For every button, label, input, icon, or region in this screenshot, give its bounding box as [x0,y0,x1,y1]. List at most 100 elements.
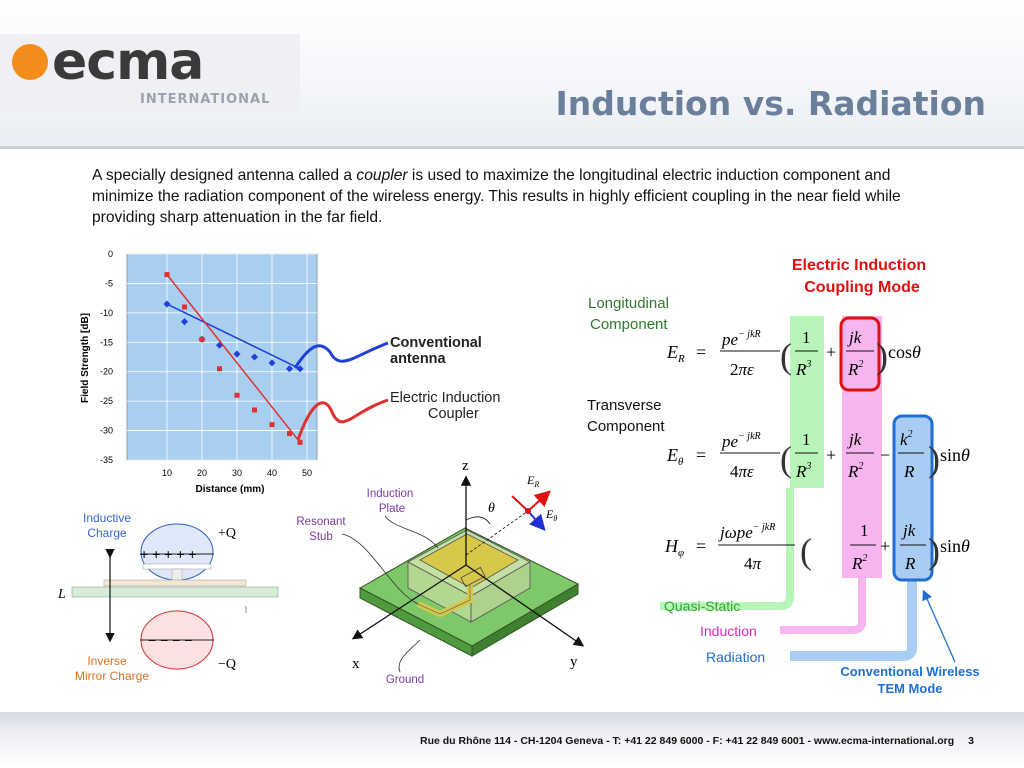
ground-label: Ground [386,674,424,686]
y-tick-label: -25 [100,396,113,406]
svg-text:4πε: 4πε [730,462,754,481]
tem-arrow [922,589,956,663]
stub-leader [341,533,419,605]
ground-leader [398,639,421,673]
footer-band [0,712,1024,768]
theta-arc [465,516,491,525]
svg-text:sinθ: sinθ [940,536,970,556]
intro-text-italic: coupler [356,167,408,184]
observation-point [525,508,531,514]
svg-text:+: + [826,342,836,362]
transverse-label-2: Component [587,418,665,435]
length-label: L [57,587,66,602]
box-front-right [470,561,531,623]
coupler-diagram: z x y θ ER Eθ Induction Plate Resonant S… [296,458,585,686]
equation-e-theta: Eθ = pe− jkR 4πε ( 1 R3 + jk R2 − k2 R )… [666,429,970,481]
e-r-label: ER [526,473,539,489]
svg-text:−: − [880,445,890,465]
field-strength-chart: 0 -5 -10 -15 -20 -25 -30 -35 10 20 30 40 50 Field S… [80,249,500,495]
y-axis-label: Field Strength [dB] [80,313,91,403]
tem-label-1: Conventional Wireless [840,664,979,679]
minus-q-label: −Q [218,657,236,672]
transverse-label-1: Transverse [587,397,661,414]
plus-q-label: +Q [218,526,236,541]
feed-slot [460,566,486,588]
series-fit-line-1 [166,274,301,443]
upper-plate [142,563,212,570]
plus-signs: + + + + + [140,546,196,562]
svg-text:1: 1 [802,430,811,449]
svg-text:=: = [696,445,706,465]
data-point-coupler [269,422,275,428]
induction-plate-label-2: Plate [379,503,405,515]
minus-signs: − − − − [148,632,192,648]
data-point-coupler [287,431,292,437]
legend-coupler-2: Coupler [428,406,479,422]
legend-coupler-1: Electric Induction [390,390,500,406]
y-tick-label: -5 [105,278,113,288]
svg-text:ER: ER [666,342,685,365]
quasi-static-band [790,316,824,488]
x-tick-label: 50 [302,468,312,478]
svg-text:(: ( [780,439,792,479]
plot-area [126,253,318,461]
svg-text:pe− jkR: pe− jkR [721,329,761,349]
footer: Rue du Rhône 114 - CH-1204 Geneva - T: +… [420,735,974,747]
svg-text:+: + [880,536,890,556]
radiation-band-tail [790,580,917,661]
data-point-coupler [217,366,222,372]
x-tick-label: 10 [162,468,172,478]
svg-text:1: 1 [860,521,869,540]
svg-text:R: R [903,462,915,481]
inverse-label-1: Inverse [87,654,127,668]
x-tick-labels: 10 20 30 40 50 [162,468,312,478]
logo-sub-text: INTERNATIONAL [140,92,271,107]
x-tick-label: 20 [197,468,207,478]
y-tick-label: -20 [100,367,113,377]
x-tick-label: 40 [267,468,277,478]
tem-label-2: TEM Mode [878,681,943,696]
e-theta-label: Eθ [545,507,557,523]
intro-text-after: is used to maximize the longitudinal ele… [92,167,901,226]
axis-x-label: x [352,656,360,672]
radiation-label: Radiation [706,649,765,665]
axis-z-label: z [462,458,469,474]
data-point-conventional [268,359,276,367]
data-point-coupler [234,392,240,398]
legend-curve-coupler [296,398,389,441]
svg-text:=: = [696,536,706,556]
svg-text:Hφ: Hφ [664,536,684,559]
y-axis [465,564,585,647]
resonant-stub-label-2: Stub [309,531,333,543]
data-point-conventional [285,365,294,373]
longitudinal-label-1: Longitudinal [588,295,669,312]
header-divider [0,146,1024,149]
y-tick-label: -35 [100,455,113,465]
intro-paragraph: A specially designed antenna called a co… [92,165,952,228]
inverse-label-2: Mirror Charge [75,669,149,683]
series-fit-line-0 [166,303,301,370]
svg-text:(: ( [780,336,792,376]
inductive-charge-label-2: Charge [87,526,127,540]
x-axis-label: Distance (mm) [196,484,265,495]
plate-leader [384,515,439,549]
svg-text:jk: jk [901,521,916,540]
footer-address: Rue du Rhône 114 - CH-1204 Geneva - T: +… [419,735,955,747]
inductive-charge-label-1: Inductive [83,511,131,525]
radius-line [465,510,529,556]
svg-text:pe− jkR: pe− jkR [721,431,761,451]
y-tick-labels: 0 -5 -10 -15 -20 -25 -30 -35 [100,249,113,465]
x-tick-label: 30 [232,468,242,478]
induction-band-tail [780,578,866,634]
e-r-arrow [527,490,551,512]
legend-conventional-2: antenna [390,351,447,367]
data-point-coupler [297,439,303,445]
charge-diagram: Inductive Charge +Q + + + + + L − − − − … [57,511,279,683]
ground-side-right [471,583,579,657]
y-tick-label: -30 [100,426,113,436]
svg-text:=: = [696,342,706,362]
longitudinal-label-2: Component [590,316,668,333]
svg-text:4π: 4π [744,554,762,573]
svg-text:sinθ: sinθ [940,445,970,465]
